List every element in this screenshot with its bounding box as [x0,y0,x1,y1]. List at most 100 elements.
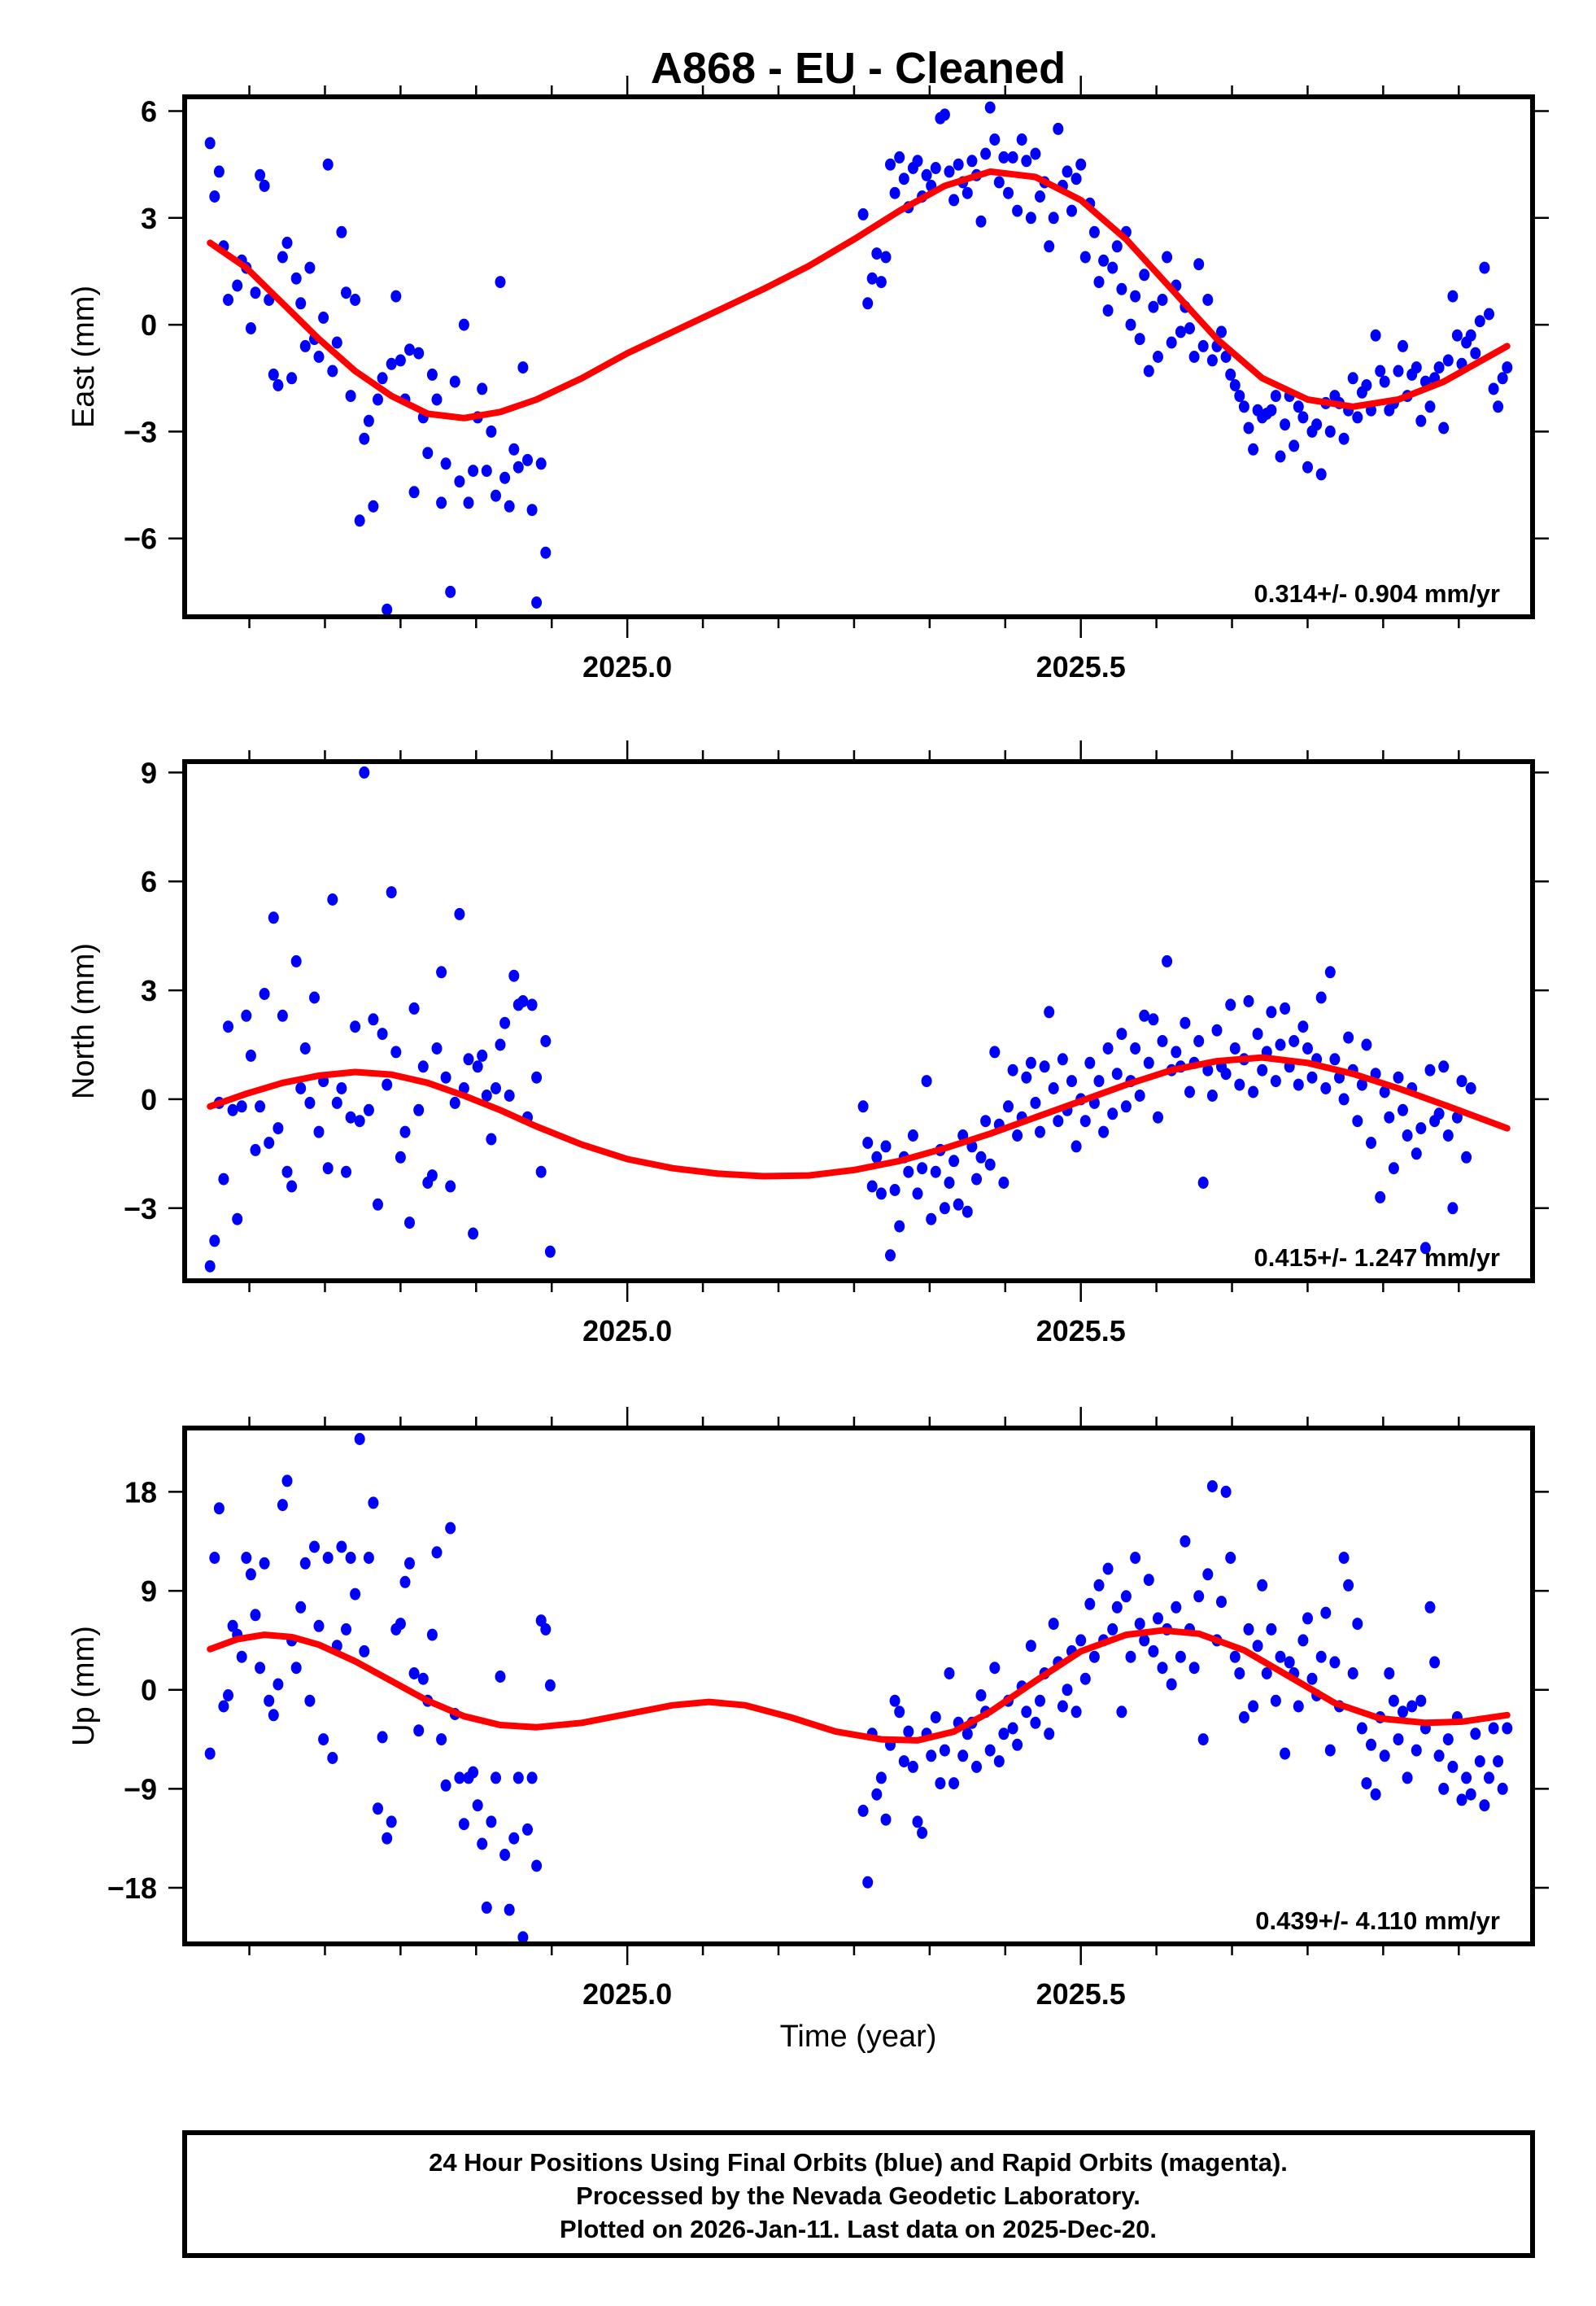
data-point [535,1614,547,1627]
y-axis-label: North (mm) [67,943,101,1099]
data-point [1197,339,1209,352]
data-point [1297,411,1309,424]
data-point [1007,1722,1018,1735]
data-point [382,1832,393,1845]
data-point [477,1837,488,1850]
data-point [290,272,302,285]
data-point [440,457,451,470]
data-point [1157,1035,1168,1047]
data-point [894,1705,905,1719]
data-point [1270,1694,1281,1707]
data-point [477,382,488,395]
data-point [912,155,923,168]
data-point [209,190,220,203]
data-point [1084,1597,1096,1610]
data-point [1447,1760,1459,1773]
data-point [1102,1562,1114,1575]
data-point [327,893,338,906]
data-point [377,372,388,385]
data-point [1442,1733,1454,1746]
data-point [1162,251,1173,264]
data-point [1066,1075,1077,1088]
data-point [1030,1096,1041,1109]
data-point [431,1042,443,1055]
data-point [327,1752,338,1764]
data-point [1484,1771,1494,1784]
data-point [1393,1733,1404,1746]
data-point [1111,1068,1123,1081]
data-point [368,1496,379,1509]
data-point [454,1771,465,1784]
data-point [504,500,515,513]
data-point [363,1103,374,1116]
data-point [921,1075,932,1088]
data-point [1347,372,1358,385]
y-tick-label: −6 [124,522,157,556]
data-point [930,162,941,174]
data-point [331,336,342,349]
data-point [436,1733,447,1746]
data-point [1315,1650,1327,1663]
data-point [1206,1090,1218,1102]
data-point [1171,1046,1182,1059]
data-point [1197,1733,1209,1746]
data-point [1025,1056,1036,1069]
data-point [1289,439,1300,452]
x-tick-label: 2025.5 [1036,1977,1126,2011]
data-point [341,286,351,299]
data-point [1102,1042,1114,1055]
data-point [1393,1071,1404,1084]
y-tick-label: −3 [124,1192,157,1225]
data-point [1257,1063,1268,1077]
data-point [1025,1640,1036,1653]
data-point [1297,1020,1309,1033]
data-point [313,1125,325,1138]
data-point [1415,414,1427,427]
data-point [1451,1111,1463,1124]
data-point [377,1731,388,1744]
data-point [980,1115,992,1128]
data-point [1220,1068,1232,1081]
data-point [277,251,288,264]
data-point [250,1143,261,1156]
data-point [413,1103,425,1116]
data-point [1071,173,1082,186]
data-point [1406,1700,1418,1713]
data-point [1375,365,1386,378]
data-point [1289,1035,1300,1047]
data-point [491,1082,501,1094]
x-tick-label: 2025.0 [582,1314,672,1347]
data-point [1379,1749,1390,1762]
data-point [1180,1016,1191,1029]
data-point [508,969,520,982]
x-ticks [248,740,1460,1302]
data-point [907,1129,918,1142]
data-point [1261,1667,1272,1679]
data-point [989,1662,1001,1675]
data-point [1102,304,1114,317]
data-point [209,1552,220,1564]
data-point [268,1709,279,1722]
data-point [894,1220,905,1233]
data-point [499,1849,511,1861]
data-point [404,343,415,356]
y-tick-label: 18 [124,1475,157,1509]
data-point [204,137,216,150]
data-point [1175,325,1186,338]
data-point [544,1245,556,1258]
data-point [989,1046,1001,1059]
data-point [1306,1672,1318,1685]
data-point [399,1125,411,1138]
data-point [304,261,316,274]
data-point [223,294,233,306]
data-point [1188,351,1200,363]
data-point [431,393,443,406]
data-point [903,1725,914,1738]
velocity-rate-label: 0.314+/- 0.904 mm/yr [1254,579,1500,608]
data-point [1057,1053,1068,1066]
data-point [1134,333,1145,346]
data-point [232,279,243,292]
data-point [477,1049,488,1062]
data-point [1297,1634,1309,1647]
data-point [1266,1622,1277,1636]
